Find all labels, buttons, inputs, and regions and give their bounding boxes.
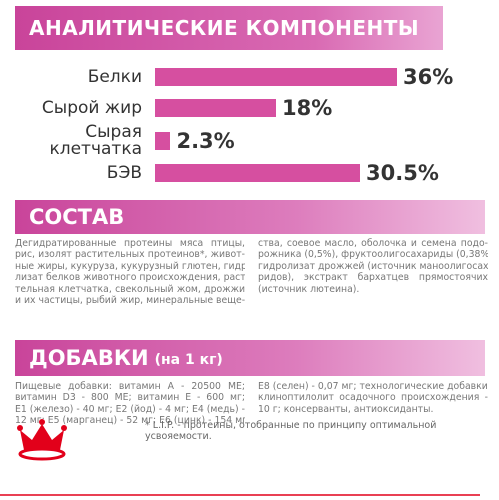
section-title: ДОБАВКИ [29,346,149,370]
text-line: гидролизат дрожжей (источник маноолигоса… [258,260,488,272]
footnote: * L.I.P. - протеины, отобранные по принц… [145,420,437,442]
bar [155,99,276,117]
section-band: ДОБАВКИ (на 1 кг) [15,340,485,376]
logo [17,419,67,461]
text-column: ства, соевое масло, оболочка и семена по… [258,238,488,295]
text-line: 10 г; консерванты, антиоксиданты. [258,403,434,415]
text-line: Дегидратированные протеины мяса птицы, [15,238,245,249]
text-column: Пищевые добавки: витамин А - 20500 МЕ; ви… [15,381,245,427]
bar [155,132,171,150]
logo-area [0,419,480,496]
chart: Белки 36% Сырой жир 18% Сырая клетчатка 2.3% Б… [0,0,499,195]
value-label: 36% [403,65,454,89]
category-label: Сырая клетчатка [49,122,142,159]
text-line: ридов), экстракт бархатцев прямостоячих [258,272,488,284]
bar [155,164,361,182]
text-line: Е1 (железо) - 40 мг; Е2 (йод) - 4 мг; Е4… [15,403,245,415]
text-line: ные жиры, кукуруза, кукурузный глютен, г… [15,260,245,272]
header-band: АНАЛИТИЧЕСКИЕ КОМПОНЕНТЫ [15,6,443,50]
text-line: рис, изолят растительных протеинов*, жив… [15,249,245,261]
text-column: Е8 (селен) - 0,07 мг; технологические до… [258,381,488,415]
text-line: ства, соевое масло, оболочка и семена по… [258,238,488,249]
text-line: и их частицы, рыбий жир, минеральные вещ… [15,295,245,307]
text-line: 12 мг; Е5 (марганец) - 52 мг; Е6 (цинк) … [15,415,245,427]
text-line: (источник лютеина). [258,283,360,295]
text-line: клиноптилолит осадочного происхождения - [258,392,488,404]
text-line: лизат белков животного происхождения, ра… [15,272,245,284]
text-line: тельная клетчатка, свекольный жом, дрожж… [15,283,245,295]
chart-title: АНАЛИТИЧЕСКИЕ КОМПОНЕНТЫ [29,16,420,40]
value-label: 18% [282,96,333,120]
section-subtitle: (на 1 кг) [154,351,223,368]
bar-row: БЭВ 30.5% [0,157,439,189]
text-line: Е8 (селен) - 0,07 мг; технологические до… [258,381,488,392]
category-label: БЭВ [106,162,142,183]
text-line: рожника (0,5%), фруктоолигосахариды (0,3… [258,249,488,261]
category-label: Белки [87,66,142,87]
bar-row: Белки 36% [0,61,454,93]
text-line: витамин D3 - 800 МЕ; витамин Е - 600 мг; [15,392,245,404]
value-label: 30.5% [366,161,439,185]
section-band: СОСТАВ [15,200,485,234]
bar [155,68,397,86]
bar-row: Сырой жир 18% [0,92,332,124]
section-title: СОСТАВ [29,205,125,229]
value-label: 2.3% [176,129,235,153]
text-column: Дегидратированные протеины мяса птицы, ри… [15,238,245,306]
category-label: Сырой жир [41,97,142,118]
bar-row: Сырая клетчатка 2.3% [0,122,235,159]
text-line: Пищевые добавки: витамин А - 20500 МЕ; [15,381,245,392]
